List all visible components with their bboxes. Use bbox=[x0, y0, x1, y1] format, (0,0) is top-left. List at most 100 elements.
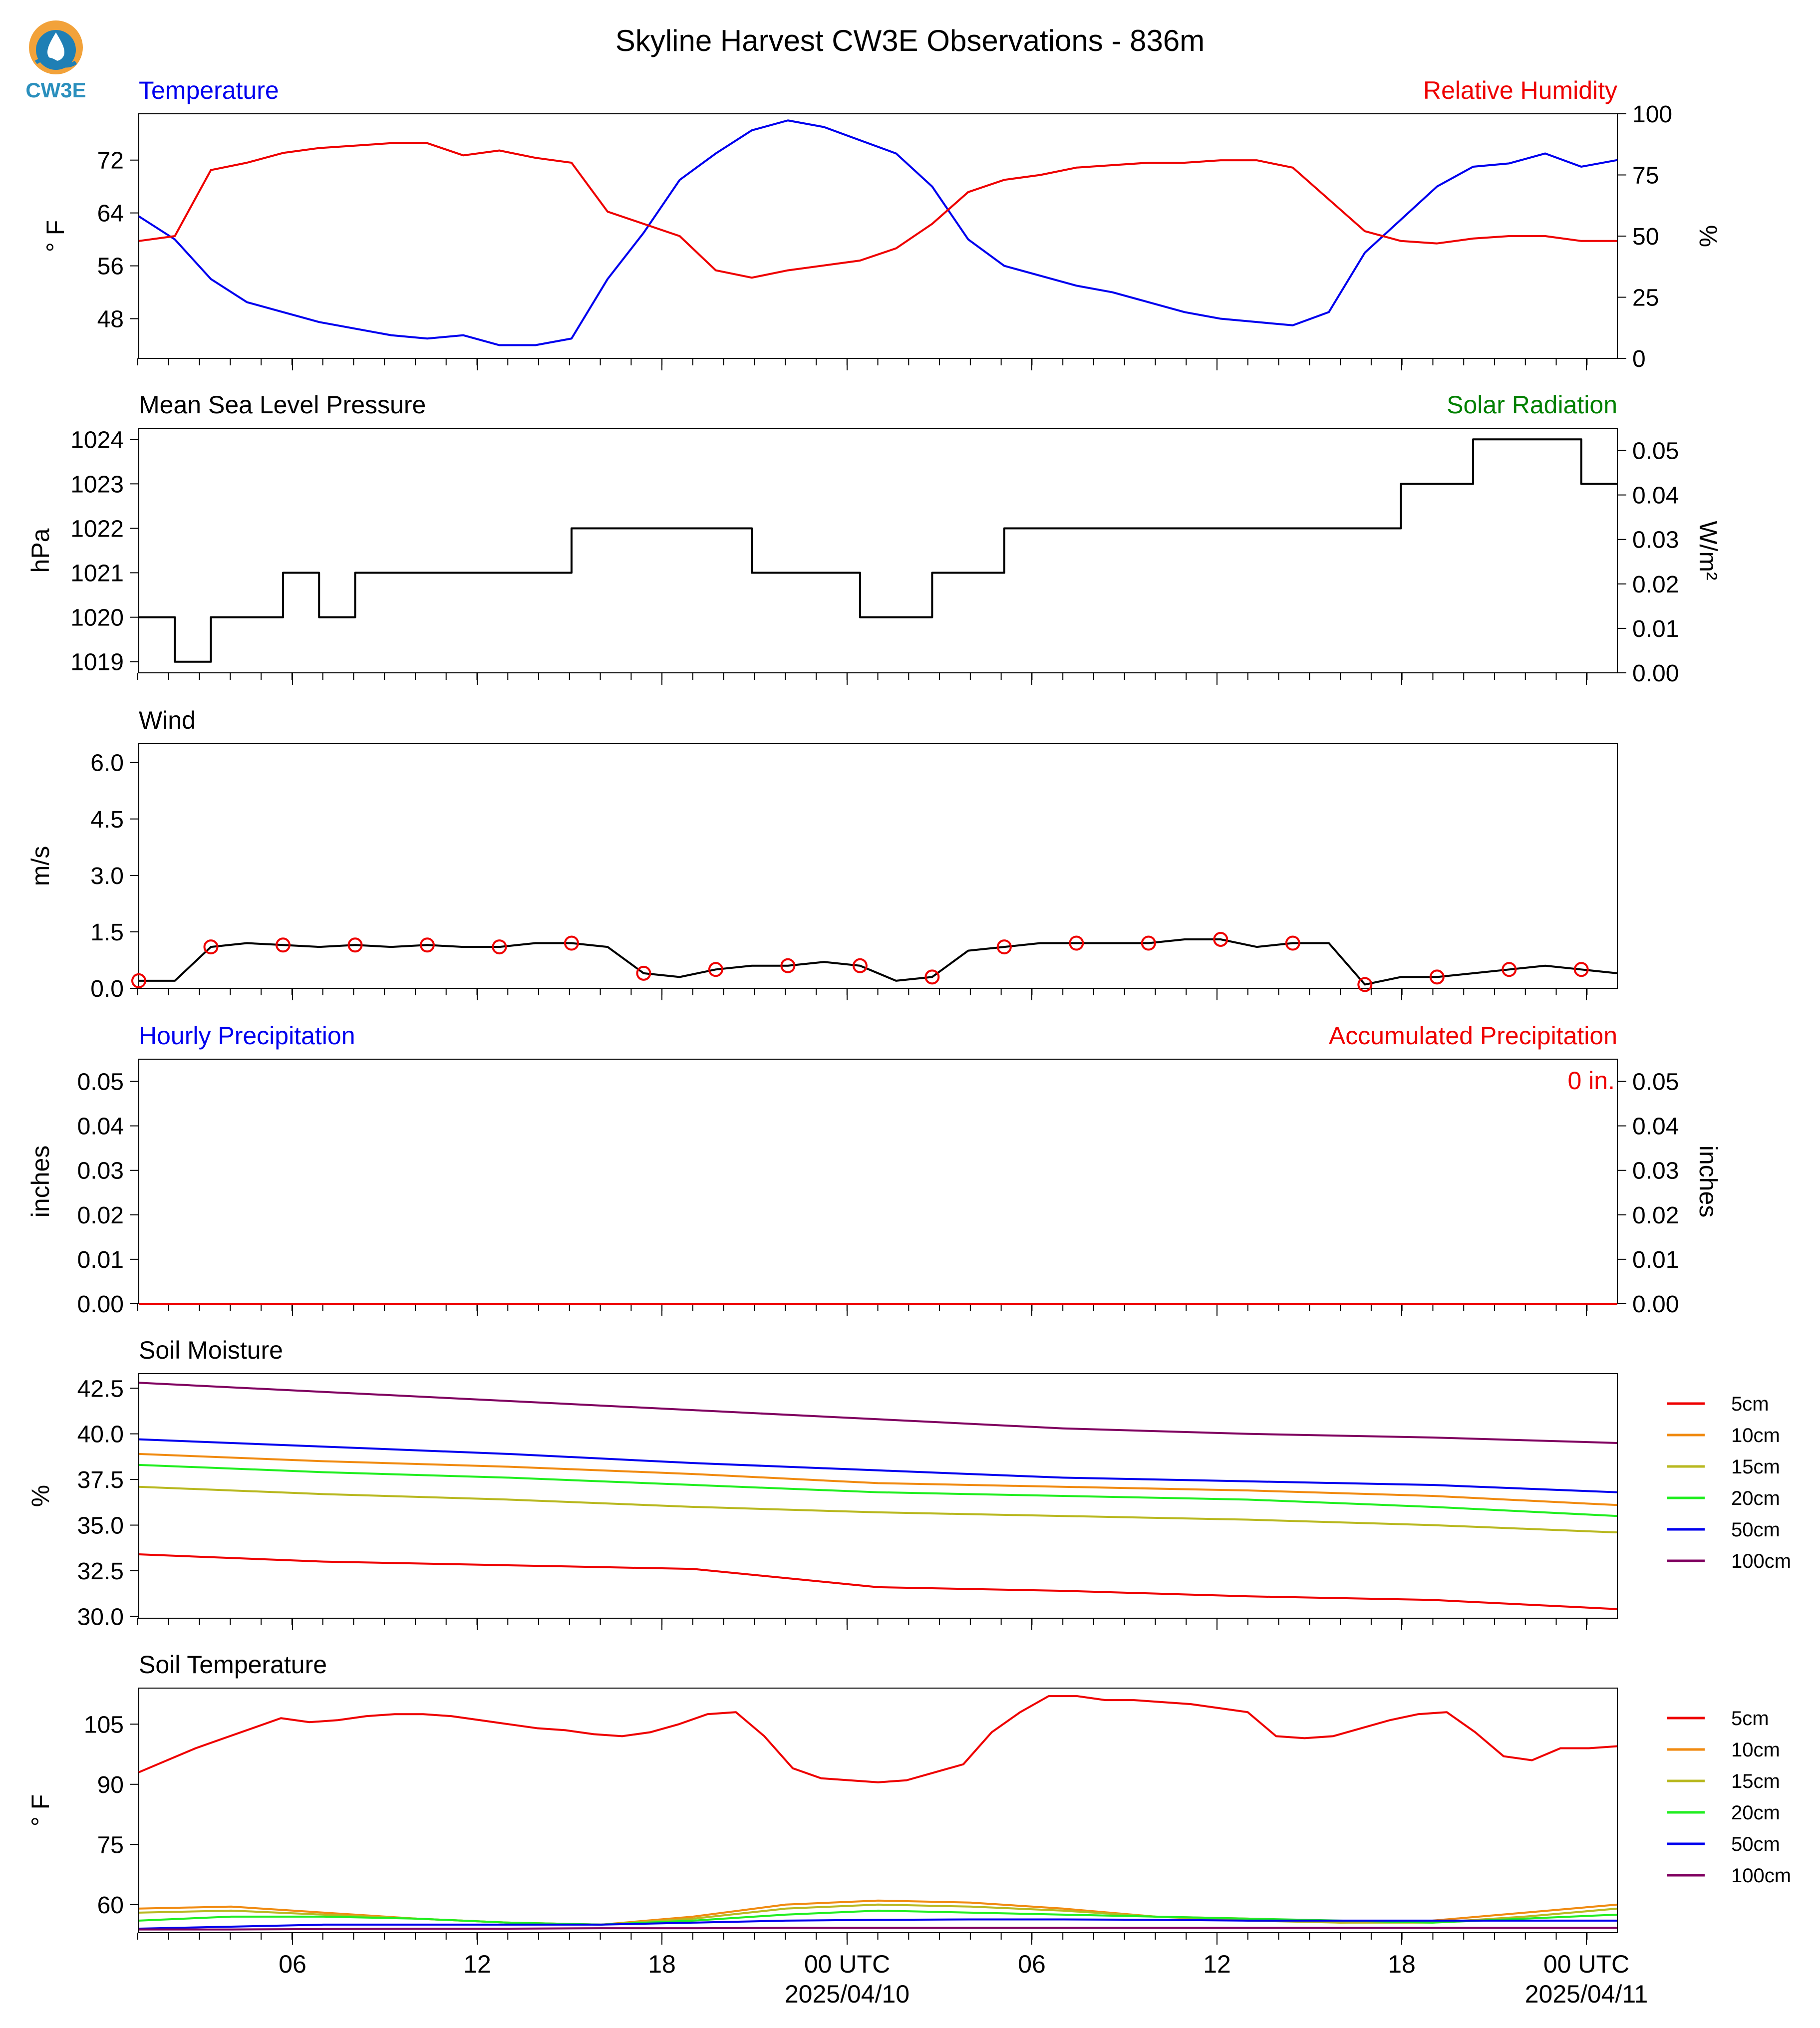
y-tick-label-left: 1.5 bbox=[90, 919, 124, 946]
panels-container: Temperature Relative Humidity 48 56 64 72 ° F 0… bbox=[26, 76, 1791, 2008]
panel-4: Hourly Precipitation Accumulated Precipit… bbox=[26, 1022, 1722, 1318]
y-axis-label-right: % bbox=[1694, 225, 1722, 247]
panel-title-left: Hourly Precipitation bbox=[139, 1022, 355, 1050]
y-tick-label-right: 0.02 bbox=[1632, 1202, 1679, 1229]
y-axis-label-right: W/m² bbox=[1694, 521, 1722, 580]
series-line-5cm bbox=[138, 1553, 1618, 1610]
wind-direction-marker bbox=[1213, 932, 1228, 947]
panel-title-left: Soil Temperature bbox=[139, 1651, 327, 1679]
wind-direction-marker bbox=[347, 937, 363, 953]
y-tick-label-left: 0.00 bbox=[77, 1291, 124, 1318]
y-tick-label-right: 0.03 bbox=[1632, 527, 1679, 554]
y-tick-label-left: 0.02 bbox=[77, 1202, 124, 1229]
panel-title-left: Wind bbox=[139, 706, 196, 734]
series-line bbox=[138, 142, 1617, 279]
wind-direction-marker bbox=[1285, 935, 1300, 951]
y-tick-label-left: 32.5 bbox=[77, 1558, 124, 1585]
y-axis-label-left: % bbox=[26, 1485, 54, 1507]
y-tick-label-left: 42.5 bbox=[77, 1376, 124, 1402]
series-line-50cm bbox=[138, 1438, 1618, 1493]
y-tick-label-left: 64 bbox=[97, 201, 124, 227]
y-tick-label-right: 0.01 bbox=[1632, 616, 1679, 642]
y-tick-label-left: 4.5 bbox=[90, 807, 124, 833]
y-tick-label-left: 35.0 bbox=[77, 1513, 124, 1539]
x-tick-date-label: 2025/04/10 bbox=[785, 1980, 910, 2008]
wind-direction-marker bbox=[708, 962, 723, 977]
wind-direction-marker bbox=[780, 958, 796, 973]
wind-direction-marker bbox=[203, 939, 219, 955]
y-tick-label-right: 0.00 bbox=[1632, 660, 1679, 687]
x-tick-label: 18 bbox=[648, 1950, 676, 1978]
panel-6: Soil Temperature 60 75 90 105 ° F 5cm 10cm 15cm 2… bbox=[26, 1651, 1791, 1945]
y-axis-label-left: ° F bbox=[26, 1794, 54, 1826]
panel-2: Mean Sea Level Pressure Solar Radiation 10… bbox=[26, 391, 1722, 687]
y-tick-label-right: 50 bbox=[1632, 224, 1659, 250]
series-line bbox=[138, 119, 1618, 346]
y-tick-label-left: 1021 bbox=[70, 561, 124, 587]
y-tick-label-right: 0.05 bbox=[1632, 1069, 1679, 1096]
y-axis-label-left: inches bbox=[26, 1146, 54, 1218]
y-tick-label-right: 0.00 bbox=[1632, 1291, 1679, 1318]
y-tick-label-left: 6.0 bbox=[90, 750, 124, 777]
series-line-50cm bbox=[138, 1918, 1617, 1930]
wind-direction-marker bbox=[996, 939, 1012, 955]
legend-label: 100cm bbox=[1731, 1550, 1791, 1572]
y-tick-label-right: 100 bbox=[1632, 101, 1672, 128]
panel-title-right: Relative Humidity bbox=[1423, 76, 1617, 104]
series-line bbox=[139, 438, 1617, 663]
y-tick-label-left: 1019 bbox=[70, 649, 124, 676]
wind-direction-marker bbox=[275, 937, 291, 953]
y-axis-label-right: inches bbox=[1694, 1146, 1722, 1218]
y-tick-label-left: 1022 bbox=[70, 516, 124, 542]
y-tick-label-right: 0.04 bbox=[1632, 483, 1679, 509]
wind-direction-marker bbox=[1573, 962, 1589, 977]
series-line-5cm bbox=[138, 1695, 1618, 1783]
legend-label: 20cm bbox=[1731, 1487, 1780, 1509]
y-axis-label-left: m/s bbox=[26, 846, 54, 886]
y-tick-label-left: 40.0 bbox=[77, 1422, 124, 1448]
y-tick-label-right: 0.02 bbox=[1632, 572, 1679, 598]
wind-direction-marker bbox=[1069, 935, 1084, 951]
wind-direction-marker bbox=[924, 969, 940, 985]
logo-wave bbox=[34, 57, 77, 68]
logo-drop-shape bbox=[47, 32, 64, 61]
wind-direction-marker bbox=[131, 973, 146, 988]
x-tick-label: 12 bbox=[463, 1950, 491, 1978]
y-tick-label-left: 3.0 bbox=[90, 863, 124, 889]
legend-label: 15cm bbox=[1731, 1456, 1780, 1478]
legend-label: 50cm bbox=[1731, 1519, 1780, 1541]
series-line-15cm bbox=[138, 1485, 1618, 1534]
y-tick-label-left: 72 bbox=[97, 148, 124, 174]
x-tick-label: 18 bbox=[1388, 1950, 1416, 1978]
panel-title-left: Temperature bbox=[139, 76, 279, 104]
legend-label: 100cm bbox=[1731, 1865, 1791, 1887]
y-tick-label-right: 0.05 bbox=[1632, 438, 1679, 465]
y-axis-label-left: hPa bbox=[26, 528, 54, 573]
panel-title-right: Solar Radiation bbox=[1447, 391, 1617, 419]
y-tick-label-right: 75 bbox=[1632, 163, 1659, 189]
y-tick-label-left: 0.0 bbox=[90, 976, 124, 1002]
y-tick-label-left: 90 bbox=[97, 1772, 124, 1798]
series-line-10cm bbox=[138, 1452, 1618, 1506]
y-tick-label-left: 60 bbox=[97, 1892, 124, 1919]
y-tick-label-left: 56 bbox=[97, 254, 124, 280]
y-tick-label-left: 105 bbox=[84, 1712, 124, 1738]
wind-direction-marker bbox=[419, 937, 435, 953]
y-tick-label-left: 1024 bbox=[70, 427, 124, 453]
y-tick-label-left: 30.0 bbox=[77, 1604, 124, 1630]
y-tick-label-left: 37.5 bbox=[77, 1467, 124, 1493]
y-tick-label-left: 1023 bbox=[70, 471, 124, 498]
y-tick-label-left: 0.05 bbox=[77, 1069, 124, 1096]
x-tick-label: 00 UTC bbox=[804, 1950, 890, 1978]
logo-text: CW3E bbox=[25, 78, 86, 102]
panel-3: Wind 0.0 1.5 3.0 4.5 6.0 m/s bbox=[26, 706, 1618, 1002]
series-line-100cm bbox=[139, 1927, 1617, 1931]
y-tick-label-right: 0.04 bbox=[1632, 1114, 1679, 1140]
panel-5: Soil Moisture 30.0 32.5 35.0 37.5 40.0 42.5% 5c… bbox=[26, 1336, 1791, 1630]
y-tick-label-left: 1020 bbox=[70, 605, 124, 631]
legend-label: 10cm bbox=[1731, 1425, 1780, 1447]
legend-label: 20cm bbox=[1731, 1802, 1780, 1824]
x-tick-date-label: 2025/04/11 bbox=[1525, 1980, 1648, 2008]
legend-label: 5cm bbox=[1731, 1708, 1769, 1730]
figure-title: Skyline Harvest CW3E Observations - 836m bbox=[615, 24, 1205, 57]
